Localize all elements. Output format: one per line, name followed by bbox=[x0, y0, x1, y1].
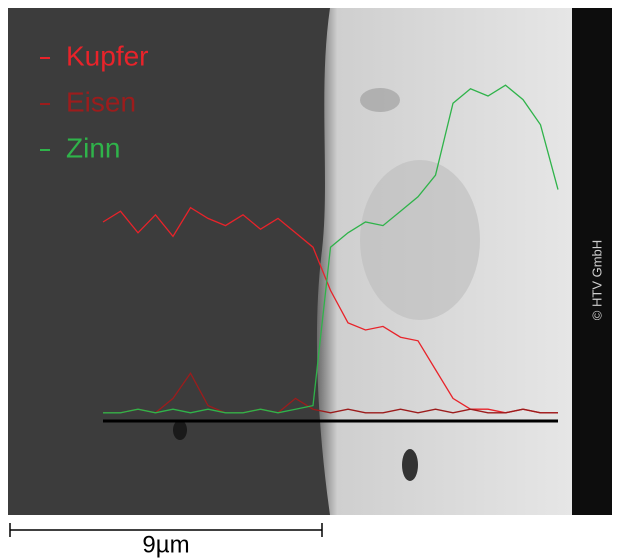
micrograph-texture bbox=[402, 449, 418, 481]
legend-label: Zinn bbox=[66, 132, 120, 163]
chart: © HTV GmbH 9µm Kupfer Eisen Zinn bbox=[0, 0, 623, 559]
legend-label: Kupfer bbox=[66, 40, 149, 71]
copyright: © HTV GmbH bbox=[589, 240, 604, 320]
scale-bar-label: 9µm bbox=[142, 531, 189, 558]
legend-label: Eisen bbox=[66, 86, 136, 117]
micrograph-texture bbox=[360, 88, 400, 112]
micrograph-texture bbox=[360, 160, 480, 320]
micrograph-texture bbox=[173, 420, 187, 440]
